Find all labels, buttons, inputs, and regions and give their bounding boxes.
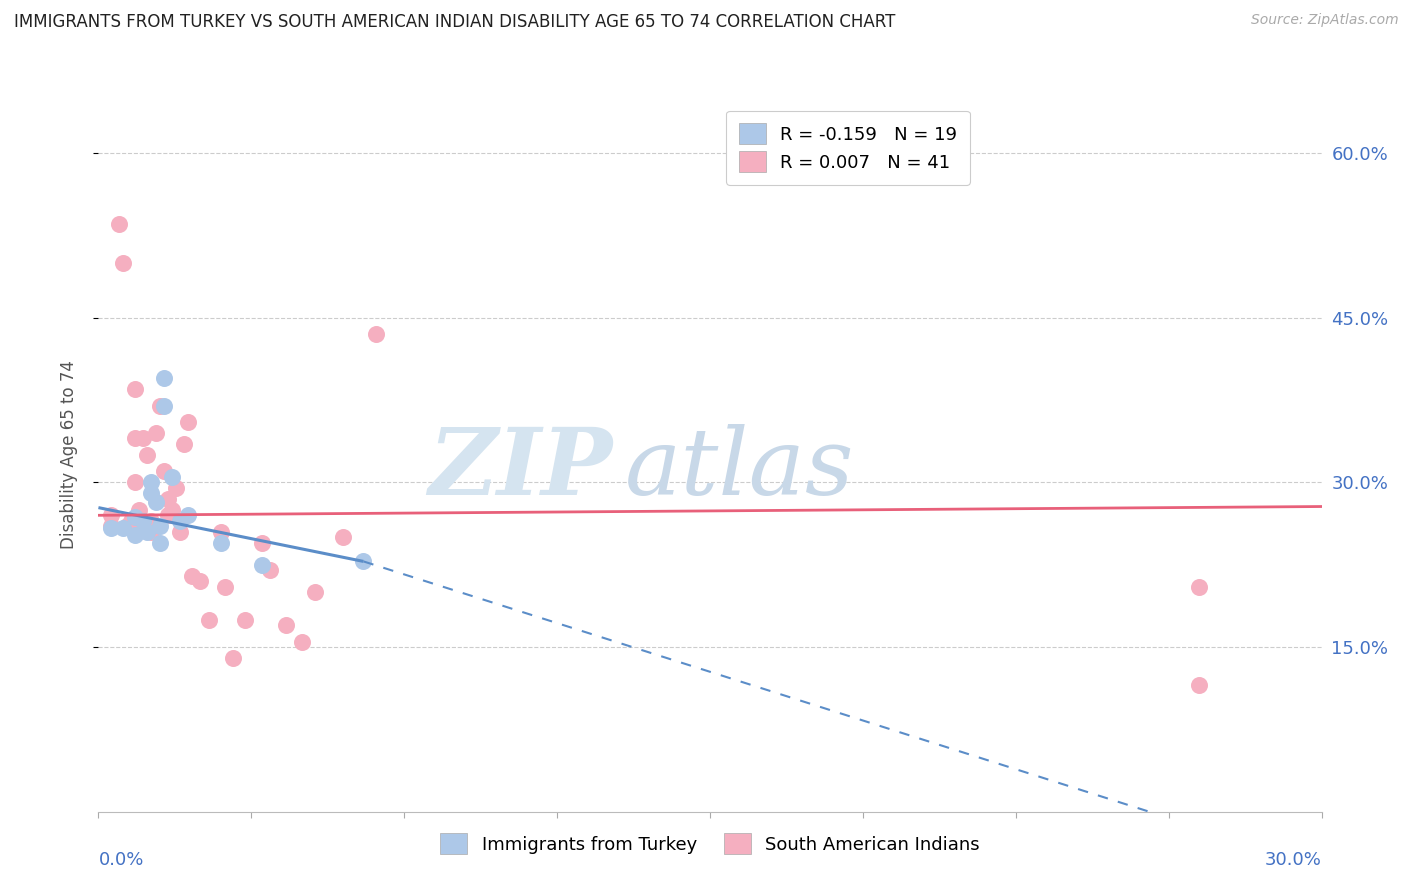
Point xyxy=(145,495,167,509)
Point xyxy=(152,371,174,385)
Point xyxy=(141,524,163,539)
Point xyxy=(197,613,219,627)
Point xyxy=(177,415,200,429)
Point xyxy=(124,475,146,490)
Point xyxy=(124,510,146,524)
Point xyxy=(274,618,297,632)
Point xyxy=(100,519,122,533)
Point xyxy=(136,524,159,539)
Point xyxy=(100,508,122,523)
Point xyxy=(120,514,142,528)
Point xyxy=(141,475,163,490)
Point xyxy=(259,563,281,577)
Point xyxy=(108,218,131,232)
Point xyxy=(177,508,200,523)
Text: IMMIGRANTS FROM TURKEY VS SOUTH AMERICAN INDIAN DISABILITY AGE 65 TO 74 CORRELAT: IMMIGRANTS FROM TURKEY VS SOUTH AMERICAN… xyxy=(14,13,896,31)
Point xyxy=(169,524,191,539)
Legend: Immigrants from Turkey, South American Indians: Immigrants from Turkey, South American I… xyxy=(432,824,988,863)
Point xyxy=(141,486,163,500)
Point xyxy=(128,519,150,533)
Text: Source: ZipAtlas.com: Source: ZipAtlas.com xyxy=(1251,13,1399,28)
Text: 0.0%: 0.0% xyxy=(98,851,143,869)
Point xyxy=(149,399,172,413)
Point xyxy=(145,425,167,440)
Point xyxy=(149,519,172,533)
Point xyxy=(136,448,159,462)
Point xyxy=(132,432,155,446)
Point xyxy=(141,514,163,528)
Point xyxy=(156,491,179,506)
Point xyxy=(181,568,204,582)
Point xyxy=(332,530,354,544)
Point xyxy=(188,574,212,589)
Point xyxy=(124,528,146,542)
Point xyxy=(169,514,191,528)
Point xyxy=(124,382,146,396)
Text: ZIP: ZIP xyxy=(427,425,612,514)
Point xyxy=(128,503,150,517)
Text: 30.0%: 30.0% xyxy=(1265,851,1322,869)
Point xyxy=(1188,678,1211,692)
Point xyxy=(291,634,314,648)
Point xyxy=(100,521,122,535)
Point xyxy=(304,585,326,599)
Point xyxy=(364,327,387,342)
Point xyxy=(250,535,273,549)
Point xyxy=(149,535,172,549)
Point xyxy=(124,432,146,446)
Point xyxy=(111,521,134,535)
Point xyxy=(222,651,245,665)
Point xyxy=(111,256,134,270)
Y-axis label: Disability Age 65 to 74: Disability Age 65 to 74 xyxy=(59,360,77,549)
Point xyxy=(209,524,232,539)
Point xyxy=(152,399,174,413)
Point xyxy=(165,481,187,495)
Point xyxy=(1188,580,1211,594)
Point xyxy=(214,580,236,594)
Point xyxy=(250,558,273,572)
Point xyxy=(160,470,183,484)
Point xyxy=(156,508,179,523)
Point xyxy=(115,519,138,533)
Point xyxy=(173,437,195,451)
Point xyxy=(233,613,256,627)
Text: atlas: atlas xyxy=(624,425,853,514)
Point xyxy=(209,535,232,549)
Point xyxy=(352,554,374,568)
Point xyxy=(152,464,174,478)
Point xyxy=(132,514,155,528)
Point xyxy=(160,503,183,517)
